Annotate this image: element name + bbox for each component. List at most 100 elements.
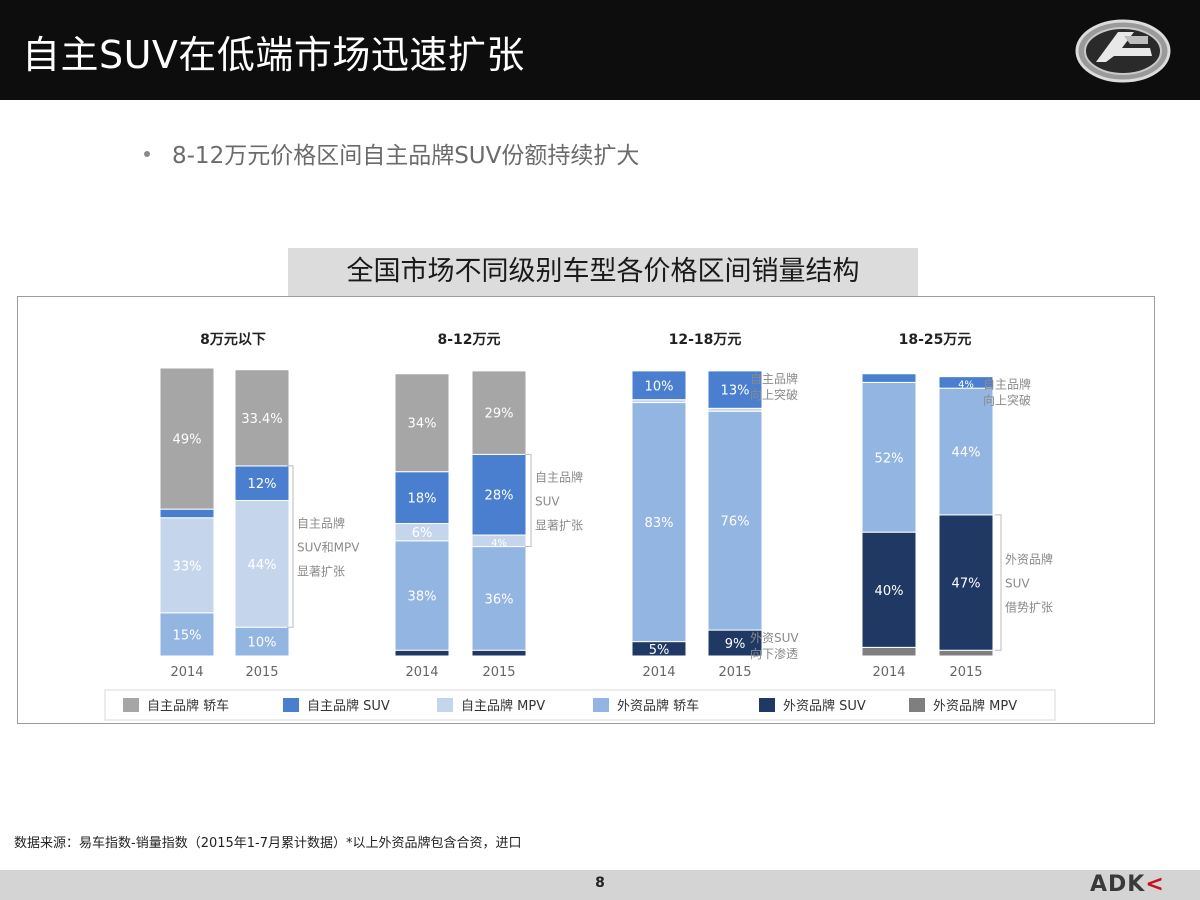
data-label: 28%: [485, 489, 514, 504]
data-label: 83%: [645, 516, 674, 531]
legend-label: 自主品牌 MPV: [461, 698, 545, 714]
bar-segment-foreign-sedan: [471, 546, 527, 651]
bullet-point: 8-12万元价格区间自主品牌SUV份额持续扩大: [144, 136, 639, 170]
annotation-bracket: [525, 453, 532, 548]
year-tick-label: 2015: [718, 665, 751, 680]
group-title: 18-25万元: [899, 332, 972, 348]
bar-segment-foreign-mpv: [861, 646, 917, 657]
source-note: 数据来源：易车指数-销量指数（2015年1-7月累计数据）*以上外资品牌包含合资…: [14, 836, 522, 851]
data-label: 38%: [408, 590, 437, 605]
bar-segment-domestic-suv: [631, 370, 687, 401]
bar-segment-domestic-suv: [394, 471, 450, 525]
year-tick-label: 2015: [245, 665, 278, 680]
bar-segment-foreign-sedan: [631, 402, 687, 643]
annotation-text: 借势扩张: [1005, 601, 1053, 615]
legend-label: 自主品牌 轿车: [147, 698, 229, 714]
legend-swatch: [123, 698, 139, 712]
legend-box: [104, 689, 1056, 721]
legend-swatch: [759, 698, 775, 712]
chart-title-box: 全国市场不同级别车型各价格区间销量结构: [288, 248, 918, 296]
legend-label: 外资品牌 SUV: [783, 698, 866, 714]
annotation-text: 显著扩张: [297, 565, 345, 579]
bar-segment-foreign-sedan: [394, 540, 450, 651]
annotation-text: 向上突破: [750, 387, 798, 402]
data-label: 5%: [649, 643, 670, 658]
legend-label: 自主品牌 SUV: [307, 698, 390, 714]
data-label: 29%: [485, 407, 514, 422]
group-title: 12-18万元: [669, 332, 742, 348]
data-label: 76%: [721, 515, 750, 530]
data-label: 33%: [173, 559, 202, 574]
stacked-bar-chart: 8万元以下 15% 33% 49% 2014 10% 44% 12% 33.4% 2015 自主品牌…: [104, 332, 1056, 721]
annotation-bracket: [995, 514, 1002, 651]
annotation-text: SUV和MPV: [297, 541, 360, 555]
page-title: 自主SUV在低端市场迅速扩张: [22, 33, 525, 77]
annotation-text: SUV: [535, 494, 560, 508]
annotation-text: 自主品牌: [297, 517, 345, 531]
bar-segment-foreign-sedan: [159, 612, 215, 657]
data-label: 4%: [491, 538, 507, 549]
data-label: 9%: [725, 637, 746, 652]
bar-segment-foreign-suv: [394, 649, 450, 657]
annotation-text: SUV: [1005, 577, 1030, 591]
legend-swatch: [283, 698, 299, 712]
year-tick-label: 2015: [482, 665, 515, 680]
bar-segment-domestic-mpv: [234, 499, 290, 628]
legend-label: 外资品牌 MPV: [933, 698, 1017, 714]
year-tick-label: 2014: [405, 665, 438, 680]
bullet-dot-icon: [144, 150, 150, 157]
year-tick-label: 2015: [949, 665, 982, 680]
year-tick-label: 2014: [170, 665, 203, 680]
data-label: 6%: [412, 526, 433, 541]
data-label: 4%: [958, 379, 974, 390]
bar-segment-domestic-suv: [707, 370, 763, 409]
annotation-text: 自主品牌: [535, 470, 583, 484]
bar-segment-foreign-suv: [861, 531, 917, 648]
data-label: 10%: [645, 379, 674, 394]
bullet-text: 8-12万元价格区间自主品牌SUV份额持续扩大: [172, 143, 640, 169]
year-tick-label: 2014: [642, 665, 675, 680]
group-title: 8-12万元: [437, 332, 500, 348]
page-number: 8: [595, 875, 605, 891]
legend-swatch: [593, 698, 609, 712]
bar-segment-domestic-mpv: [159, 517, 215, 614]
bar-segment-domestic-sedan: [159, 367, 215, 510]
bar-segment-domestic-sedan: [234, 369, 290, 467]
data-label: 47%: [952, 577, 981, 592]
data-label: 34%: [408, 417, 437, 432]
car-brand-logo-icon: [1075, 19, 1171, 83]
bar-segment-domestic-suv: [861, 373, 917, 383]
bar-segment-domestic-suv: [159, 508, 215, 519]
data-label: 10%: [248, 636, 277, 651]
data-label: 18%: [408, 492, 437, 507]
annotation-text: 自主品牌: [750, 372, 798, 386]
annotation-text: 显著扩张: [535, 518, 583, 532]
bar-segment-foreign-sedan: [234, 626, 290, 657]
chart-title: 全国市场不同级别车型各价格区间销量结构: [346, 256, 860, 287]
footer-bar: [0, 870, 1200, 900]
data-label: 13%: [721, 384, 750, 399]
bar-segment-foreign-mpv: [938, 649, 994, 657]
data-label: 36%: [485, 592, 514, 607]
bar-segment-foreign-suv: [471, 649, 527, 657]
legend-swatch: [909, 698, 925, 712]
annotation-text: 外资品牌: [1005, 553, 1053, 567]
group-title: 8万元以下: [200, 332, 266, 348]
bar-segment-domestic-sedan: [471, 370, 527, 455]
bar-segment-foreign-sedan: [938, 387, 994, 516]
annotation-text: 向上突破: [983, 393, 1031, 408]
bar-segment-domestic-sedan: [394, 373, 450, 473]
annotation-text: 自主品牌: [983, 378, 1031, 392]
year-tick-label: 2014: [872, 665, 905, 680]
data-label: 15%: [173, 628, 202, 643]
data-label: 44%: [248, 558, 277, 573]
annotation-bracket: [287, 465, 294, 628]
data-label: 40%: [875, 584, 904, 599]
bar-segment-domestic-suv: [234, 465, 290, 501]
data-label: 12%: [248, 477, 277, 492]
annotation-text: 外资SUV: [750, 631, 799, 645]
annotation-text: 向下渗透: [750, 646, 798, 661]
header-bar: 自主SUV在低端市场迅速扩张: [0, 0, 1200, 100]
legend-swatch: [437, 698, 453, 712]
adk-logo: ADK<: [1090, 872, 1165, 897]
